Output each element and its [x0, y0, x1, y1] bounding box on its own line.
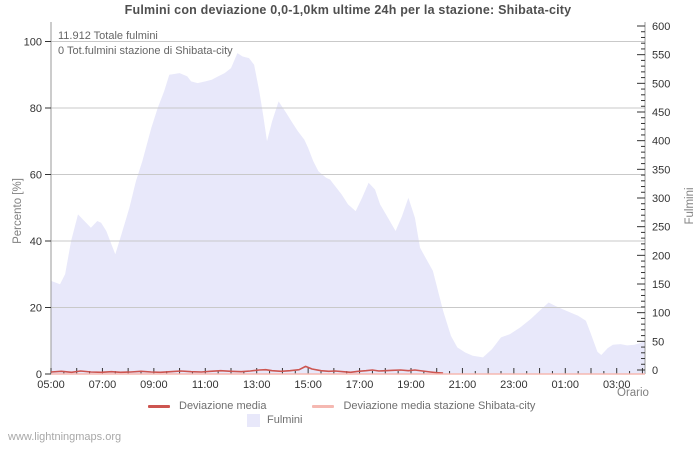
x-tick-label: 05:00: [37, 379, 65, 391]
right-tick-label: 150: [652, 279, 670, 291]
legend-label-deviazione-stazione: Deviazione media stazione Shibata-city: [343, 400, 536, 412]
x-tick-label: 19:00: [397, 379, 425, 391]
deviation-line-series: [50, 365, 444, 374]
legend-row-1: Deviazione media Deviazione media stazio…: [148, 399, 535, 413]
x-tick-label: 07:00: [89, 379, 117, 391]
station-deviation-line-swatch-icon: [312, 404, 335, 408]
right-tick-label: 400: [652, 136, 670, 148]
right-tick-label: 600: [652, 21, 670, 33]
left-tick-label: 80: [30, 103, 42, 115]
x-tick-label: 01:00: [552, 379, 580, 391]
right-tick-label: 0: [652, 365, 658, 377]
right-tick-label: 350: [652, 164, 670, 176]
annotation-total-fulmini: 11.912 Totale fulmini: [58, 30, 158, 42]
left-tick-label: 100: [24, 37, 42, 49]
fulmini-area-series: [51, 53, 645, 374]
x-tick-label: 09:00: [140, 379, 168, 391]
x-tick-label: 03:00: [603, 379, 631, 391]
x-tick-label: 23:00: [500, 379, 528, 391]
deviation-line-swatch-icon: [148, 404, 170, 408]
right-tick-label: 250: [652, 222, 670, 234]
right-axis-title: Fulmini: [684, 187, 696, 225]
legend-row-2: Fulmini: [236, 413, 535, 427]
fulmini-area-swatch-icon: [247, 413, 260, 427]
x-tick-label: 21:00: [449, 379, 477, 391]
right-tick-label: 450: [652, 107, 670, 119]
left-tick-label: 0: [36, 369, 42, 381]
left-tick-label: 20: [30, 303, 42, 315]
legend-label-deviazione-media: Deviazione media: [179, 400, 267, 412]
left-axis-title: Percento [%]: [12, 178, 24, 244]
right-tick-label: 300: [652, 193, 670, 205]
legend-label-fulmini: Fulmini: [267, 414, 303, 426]
left-tick-label: 40: [30, 236, 42, 248]
watermark-text: www.lightningmaps.org: [8, 431, 122, 443]
legend: Deviazione media Deviazione media stazio…: [148, 399, 535, 427]
left-tick-label: 60: [30, 170, 42, 182]
x-tick-label: 15:00: [294, 379, 322, 391]
x-axis-title: Orario: [617, 387, 649, 399]
annotation-station-total: 0 Tot.fulmini stazione di Shibata-city: [58, 45, 233, 57]
right-tick-label: 50: [652, 336, 664, 348]
right-tick-label: 550: [652, 50, 670, 62]
right-tick-label: 100: [652, 308, 670, 320]
x-tick-label: 11:00: [192, 379, 219, 391]
right-tick-label: 500: [652, 78, 670, 90]
x-tick-label: 13:00: [243, 379, 271, 391]
chart-title: Fulmini con deviazione 0,0-1,0km ultime …: [124, 3, 572, 17]
x-tick-label: 17:00: [346, 379, 374, 391]
right-tick-label: 200: [652, 250, 670, 262]
